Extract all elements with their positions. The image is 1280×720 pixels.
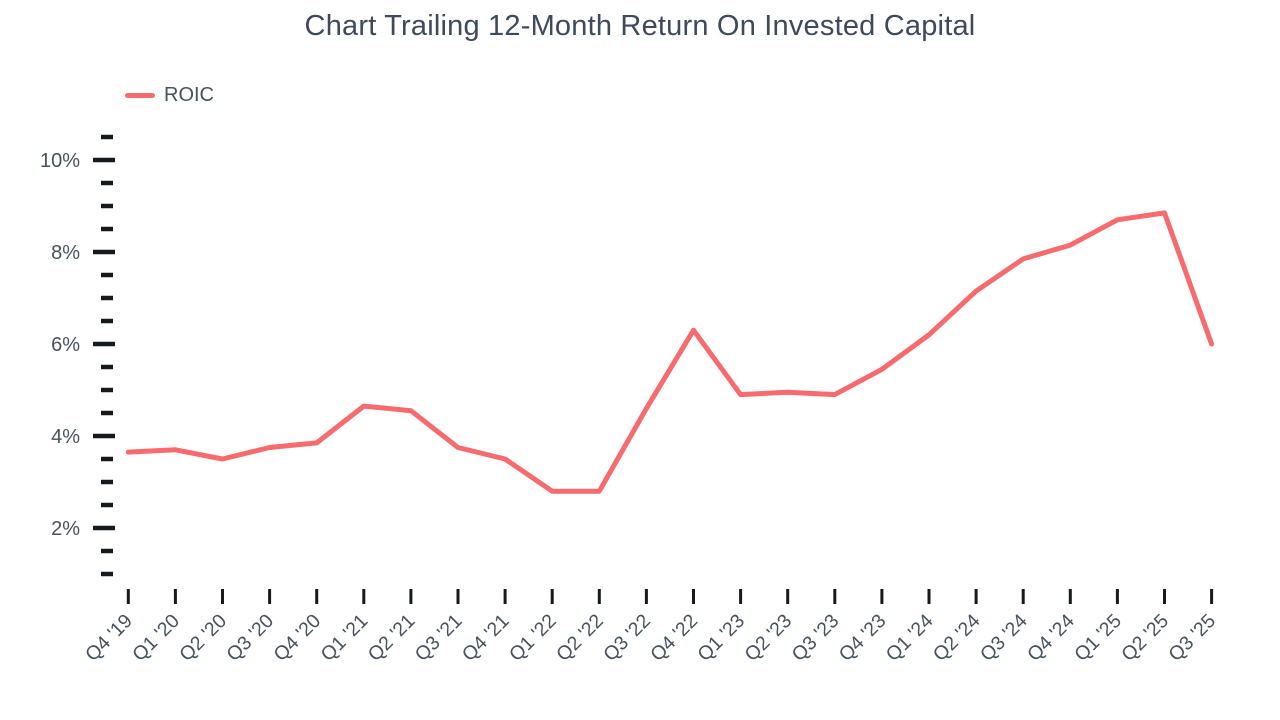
x-axis-label: Q2 '20 bbox=[175, 610, 231, 666]
x-axis-label: Q1 '23 bbox=[693, 610, 749, 666]
legend: ROIC bbox=[125, 84, 214, 107]
x-axis-label: Q2 '21 bbox=[364, 610, 420, 666]
y-axis-label: 10% bbox=[40, 150, 80, 172]
x-axis-label: Q4 '23 bbox=[835, 610, 891, 666]
x-axis-label: Q4 '22 bbox=[646, 610, 702, 666]
x-axis-label: Q1 '22 bbox=[505, 610, 561, 666]
x-axis-label: Q3 '20 bbox=[222, 610, 278, 666]
x-axis-label: Q3 '24 bbox=[976, 610, 1032, 666]
x-axis-label: Q1 '20 bbox=[128, 610, 184, 666]
y-axis-label: 4% bbox=[51, 426, 80, 448]
y-axis-label: 8% bbox=[51, 242, 80, 264]
x-axis-label: Q2 '25 bbox=[1117, 610, 1173, 666]
legend-line-swatch bbox=[125, 93, 155, 98]
x-axis-label: Q2 '23 bbox=[740, 610, 796, 666]
x-axis-label: Q1 '21 bbox=[317, 610, 373, 666]
chart-title: Chart Trailing 12-Month Return On Invest… bbox=[304, 10, 976, 42]
y-axis-label: 6% bbox=[51, 334, 80, 356]
x-axis-label: Q1 '25 bbox=[1070, 610, 1126, 666]
legend-label: ROIC bbox=[164, 84, 214, 106]
x-axis-label: Q4 '21 bbox=[458, 610, 514, 666]
x-axis-label: Q4 '20 bbox=[269, 610, 325, 666]
x-axis-label: Q2 '22 bbox=[552, 610, 608, 666]
x-axis-label: Q3 '23 bbox=[788, 610, 844, 666]
roic-line-series bbox=[125, 210, 1215, 494]
x-axis-label: Q3 '22 bbox=[599, 610, 655, 666]
x-axis-label: Q3 '21 bbox=[411, 610, 467, 666]
y-axis-label: 2% bbox=[51, 518, 80, 540]
x-axis-label: Q3 '25 bbox=[1164, 610, 1220, 666]
x-axis-label: Q4 '24 bbox=[1023, 610, 1079, 666]
x-axis-label: Q2 '24 bbox=[929, 610, 985, 666]
x-axis-label: Q4 '19 bbox=[81, 610, 137, 666]
x-axis-label: Q1 '24 bbox=[882, 610, 938, 666]
